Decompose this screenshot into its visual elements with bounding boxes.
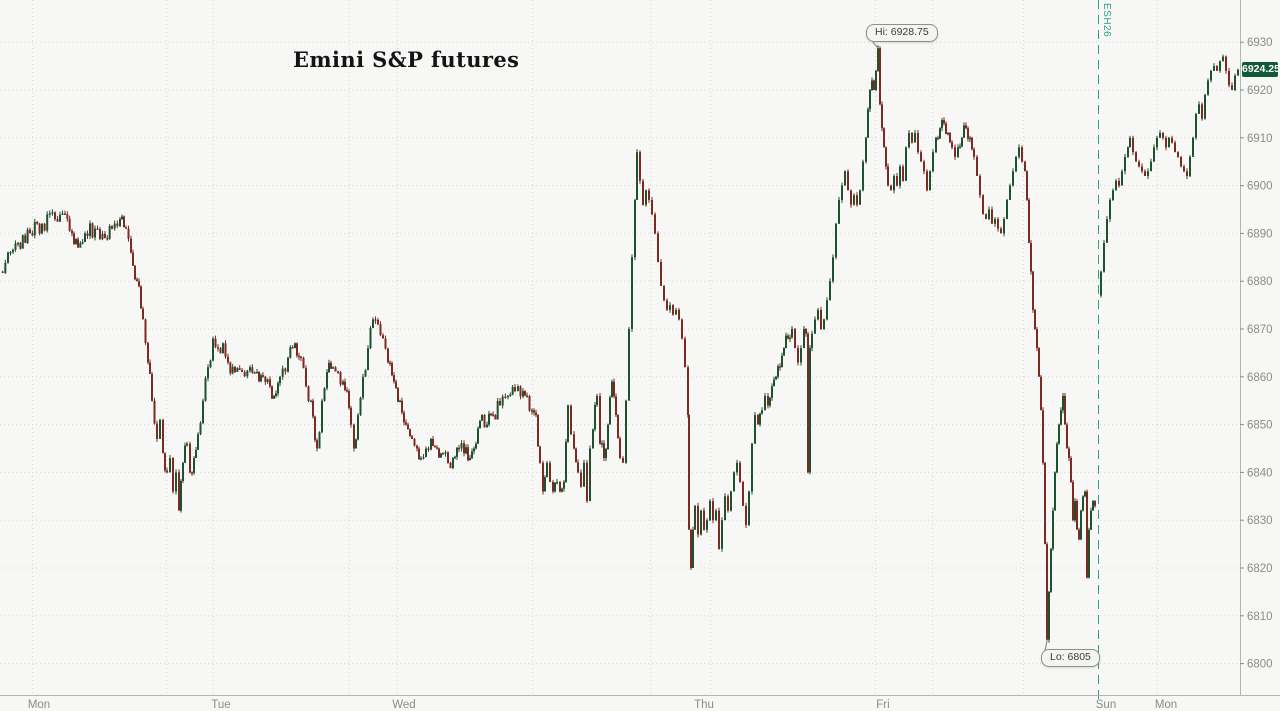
low-price-annotation: Lo: 6805 [1041,649,1100,667]
price-axis-label: 6930 [1247,37,1273,49]
time-axis-label: Thu [694,699,714,711]
price-axis-label: 6880 [1247,276,1273,288]
candlestick-series[interactable] [1,45,1239,643]
price-axis-label: 6900 [1247,181,1273,193]
time-axis-label: Fri [876,699,889,711]
price-axis-label: 6800 [1247,659,1273,671]
gridlines [0,0,1240,695]
price-axis-label: 6810 [1247,611,1273,623]
last-price-badge: 6924.25 [1242,62,1280,77]
price-axis[interactable]: 6930 6920 6910 6900 6890 6880 6870 6860 6850 6840… [1240,37,1273,671]
price-axis-label: 6860 [1247,372,1273,384]
contract-roll-label: ESH26 [1101,3,1112,38]
chart-title: Emini S&P futures [293,47,520,72]
price-axis-label: 6830 [1247,515,1273,527]
price-axis-label: 6850 [1247,420,1273,432]
high-price-annotation: Hi: 6928.75 [866,24,938,42]
time-axis-label: Mon [28,699,50,711]
price-axis-label: 6820 [1247,563,1273,575]
time-axis-label: Mon [1155,699,1177,711]
price-axis-label: 6910 [1247,133,1273,145]
time-axis-label: Sun [1096,699,1116,711]
price-axis-label: 6870 [1247,324,1273,336]
time-axis-label: Tue [211,699,230,711]
price-axis-label: 6890 [1247,228,1273,240]
time-axis[interactable]: Mon Tue Wed Thu Fri Sun Mon [28,699,1177,711]
price-axis-label: 6840 [1247,467,1273,479]
time-axis-label: Wed [392,699,415,711]
price-axis-label: 6920 [1247,85,1273,97]
